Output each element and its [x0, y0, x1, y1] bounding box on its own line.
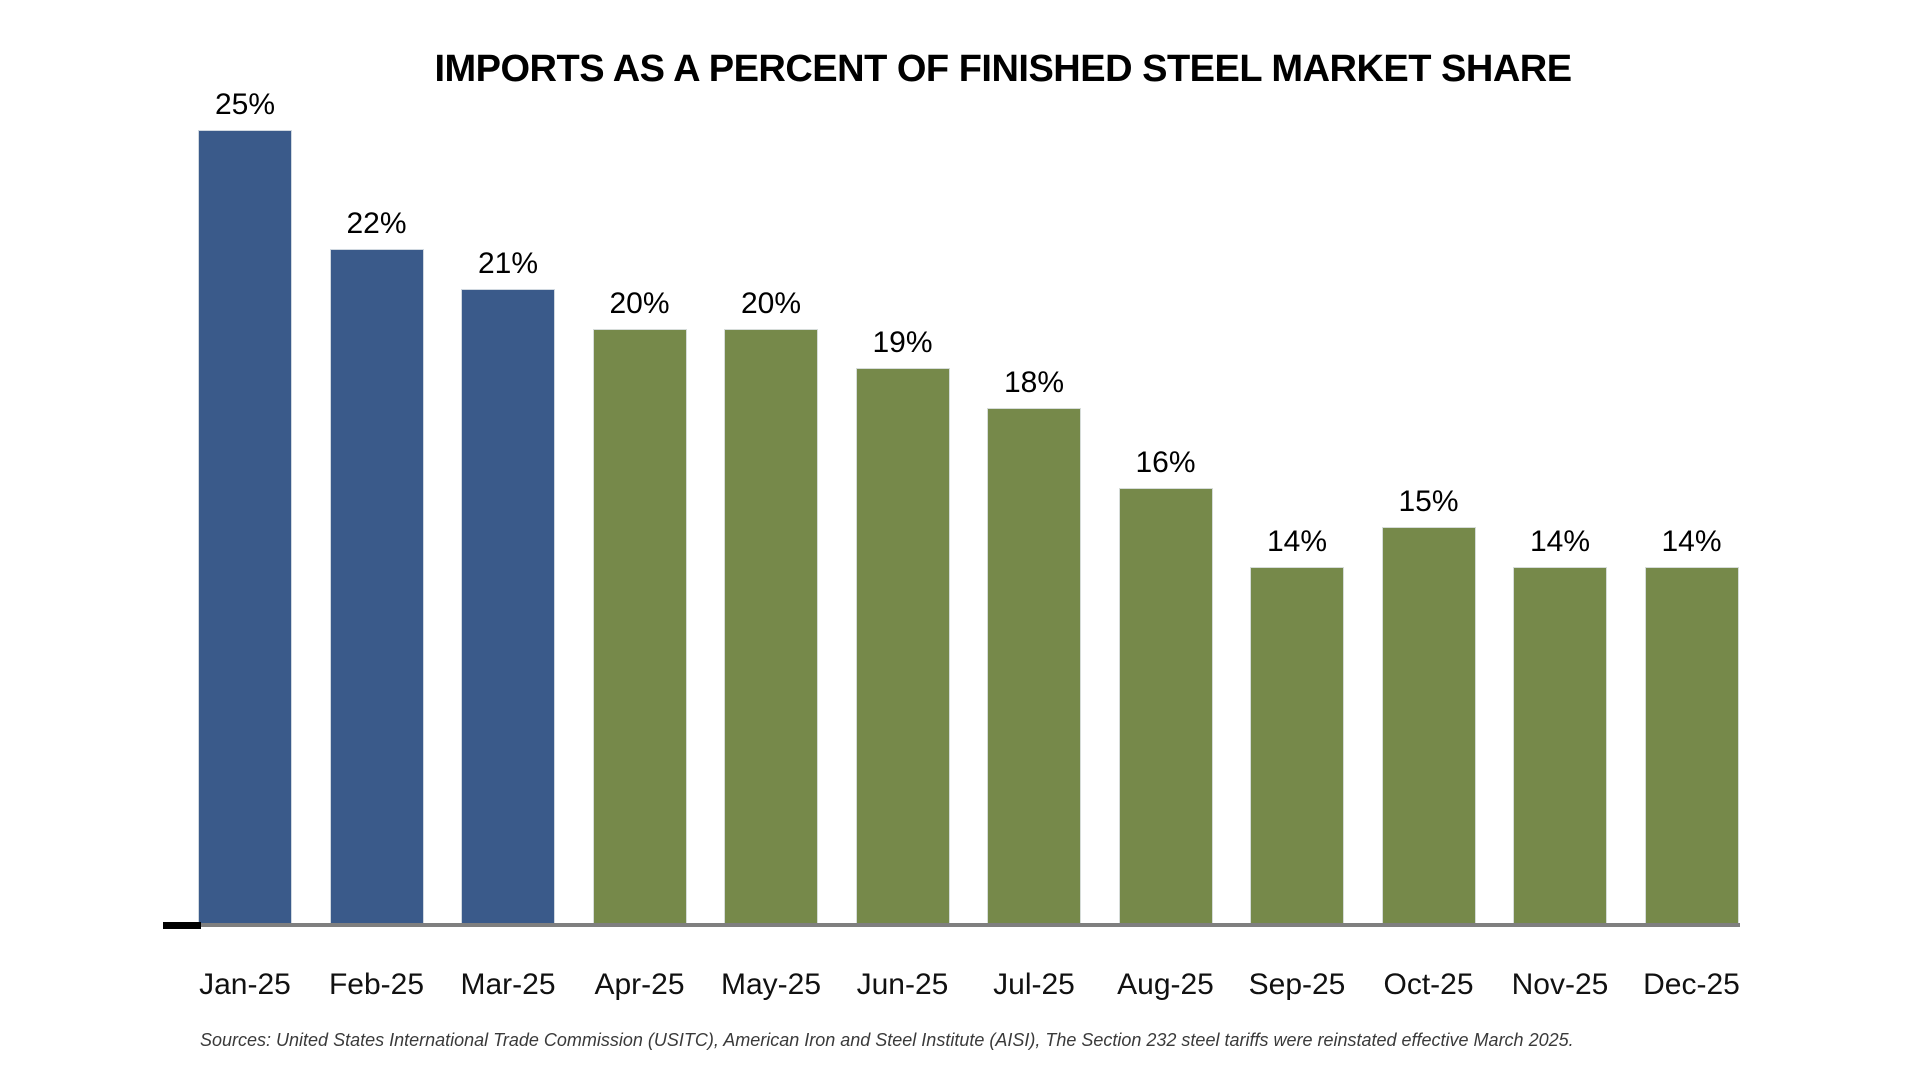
value-label-sep-25: 14% — [1266, 525, 1328, 558]
x-tick-label-jun-25: Jun-25 — [856, 968, 949, 1001]
x-axis-origin-tick — [163, 922, 201, 929]
bar-apr-25 — [592, 329, 687, 925]
bar-jun-25 — [855, 368, 950, 925]
x-tick-label-aug-25: Aug-25 — [1117, 968, 1214, 1001]
value-label-nov-25: 14% — [1529, 525, 1591, 558]
x-tick-label-nov-25: Nov-25 — [1511, 968, 1609, 1001]
value-label-feb-25: 22% — [346, 207, 407, 240]
x-tick-label-jan-25: Jan-25 — [199, 968, 291, 1001]
value-label-mar-25: 21% — [477, 247, 539, 280]
bar-aug-25 — [1118, 488, 1213, 925]
x-tick-label-dec-25: Dec-25 — [1643, 968, 1740, 1001]
value-label-jun-25: 19% — [872, 326, 933, 359]
value-label-dec-25: 14% — [1661, 525, 1722, 558]
value-label-jul-25: 18% — [1003, 366, 1065, 399]
bar-dec-25 — [1644, 567, 1739, 925]
x-tick-label-mar-25: Mar-25 — [460, 968, 556, 1001]
bar-nov-25 — [1513, 567, 1607, 925]
value-label-oct-25: 15% — [1398, 485, 1459, 518]
chart-title: IMPORTS AS A PERCENT OF FINISHED STEEL M… — [434, 48, 1572, 90]
bar-may-25 — [724, 329, 818, 925]
x-axis-line — [163, 923, 1740, 927]
bar-mar-25 — [461, 289, 555, 925]
value-label-jan-25: 25% — [214, 88, 276, 121]
x-tick-label-feb-25: Feb-25 — [328, 968, 425, 1001]
x-tick-label-oct-25: Oct-25 — [1383, 968, 1474, 1001]
bar-oct-25 — [1381, 527, 1476, 925]
x-tick-label-jul-25: Jul-25 — [993, 968, 1075, 1001]
source-note: Sources: United States International Tra… — [200, 1030, 1574, 1050]
value-label-may-25: 20% — [740, 287, 802, 320]
x-tick-label-may-25: May-25 — [720, 968, 822, 1001]
bar-feb-25 — [329, 249, 424, 925]
x-tick-label-apr-25: Apr-25 — [594, 968, 685, 1001]
x-tick-label-sep-25: Sep-25 — [1248, 968, 1346, 1001]
bar-jan-25 — [198, 130, 292, 925]
bar-jul-25 — [987, 408, 1081, 925]
bar-sep-25 — [1250, 567, 1344, 925]
value-label-aug-25: 16% — [1135, 446, 1196, 479]
value-label-apr-25: 20% — [609, 287, 670, 320]
